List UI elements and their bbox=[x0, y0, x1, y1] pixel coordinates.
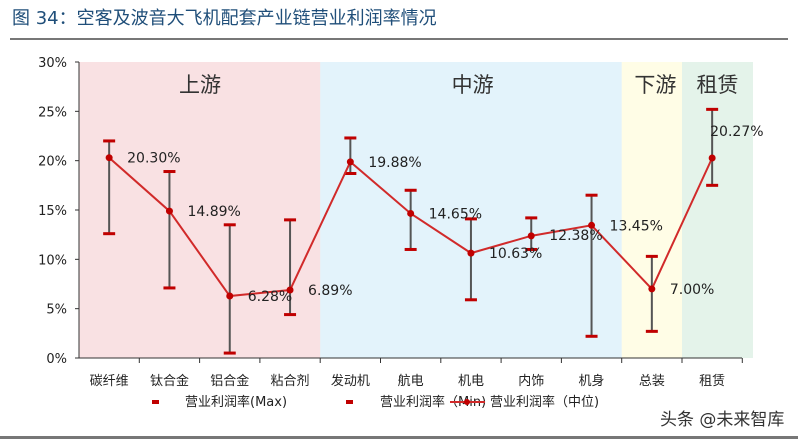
median-point bbox=[588, 221, 596, 229]
median-point bbox=[165, 207, 173, 215]
median-point bbox=[226, 292, 234, 300]
max-marker bbox=[404, 188, 417, 192]
region-background bbox=[682, 62, 753, 358]
max-marker bbox=[284, 218, 297, 222]
min-marker bbox=[163, 286, 176, 290]
y-tick-label: 25% bbox=[38, 105, 67, 120]
min-marker bbox=[284, 313, 297, 317]
legend-median-marker bbox=[464, 399, 470, 405]
data-label: 14.65% bbox=[429, 206, 482, 222]
x-tick-label: 总装 bbox=[639, 374, 665, 389]
min-marker bbox=[525, 247, 538, 251]
max-marker bbox=[163, 170, 176, 174]
legend-min-marker bbox=[346, 400, 353, 404]
min-marker bbox=[404, 247, 417, 251]
data-label: 6.89% bbox=[308, 283, 352, 299]
x-tick-label: 粘合剂 bbox=[271, 374, 310, 389]
min-marker bbox=[645, 329, 658, 333]
region-background bbox=[621, 62, 689, 358]
max-marker bbox=[344, 136, 357, 140]
median-point bbox=[105, 154, 113, 162]
max-marker bbox=[223, 223, 236, 227]
median-point bbox=[286, 286, 294, 294]
min-marker bbox=[464, 298, 477, 302]
median-point bbox=[467, 249, 475, 257]
region-background bbox=[320, 62, 625, 358]
median-point bbox=[407, 209, 415, 217]
region-label: 上游 bbox=[179, 73, 221, 97]
data-label: 13.45% bbox=[610, 218, 663, 234]
data-label: 12.38% bbox=[549, 228, 602, 244]
max-marker bbox=[103, 139, 116, 143]
bottom-divider bbox=[0, 436, 798, 439]
x-tick-label: 发动机 bbox=[331, 373, 370, 389]
median-point bbox=[527, 232, 535, 240]
data-label: 19.88% bbox=[368, 155, 421, 171]
median-point bbox=[346, 158, 354, 166]
min-marker bbox=[585, 334, 598, 338]
data-label: 14.89% bbox=[187, 204, 240, 220]
data-label: 7.00% bbox=[670, 282, 714, 298]
legend-max-label: 营业利润率(Max) bbox=[185, 394, 287, 410]
max-marker bbox=[525, 216, 538, 220]
min-marker bbox=[706, 183, 719, 187]
y-tick-label: 15% bbox=[38, 204, 67, 219]
min-marker bbox=[223, 351, 236, 355]
x-tick-label: 内饰 bbox=[518, 373, 544, 389]
x-tick-label: 铝合金 bbox=[210, 373, 249, 389]
y-tick-label: 5% bbox=[46, 303, 67, 318]
legend-max-marker bbox=[152, 400, 159, 404]
x-tick-label: 机电 bbox=[458, 374, 484, 389]
max-marker bbox=[645, 254, 658, 258]
max-marker bbox=[706, 107, 719, 111]
figure-title: 图 34：空客及波音大飞机配套产业链营业利润率情况 bbox=[12, 8, 437, 29]
max-marker bbox=[585, 193, 598, 197]
x-tick-label: 机身 bbox=[579, 373, 605, 389]
x-tick-label: 租赁 bbox=[699, 374, 725, 389]
min-marker bbox=[103, 232, 116, 236]
legend-min-label: 营业利润率（Min) bbox=[380, 394, 486, 410]
data-label: 6.28% bbox=[248, 289, 292, 305]
data-label: 20.27% bbox=[710, 124, 763, 140]
x-tick-label: 钛合金 bbox=[150, 373, 189, 389]
median-point bbox=[648, 285, 656, 293]
max-marker bbox=[464, 217, 477, 221]
region-background bbox=[79, 62, 321, 358]
region-label: 下游 bbox=[634, 73, 676, 97]
region-label: 中游 bbox=[452, 73, 494, 97]
data-label: 20.30% bbox=[127, 151, 180, 167]
legend-median-label: 营业利润率（中位) bbox=[490, 394, 599, 410]
y-tick-label: 0% bbox=[46, 352, 67, 367]
min-marker bbox=[344, 171, 357, 175]
y-tick-label: 30% bbox=[38, 56, 67, 71]
x-tick-label: 碳纤维 bbox=[90, 374, 129, 389]
watermark: 头条 @未来智库 bbox=[660, 410, 785, 430]
y-tick-label: 10% bbox=[38, 253, 67, 268]
title-divider bbox=[10, 38, 788, 40]
y-tick-label: 20% bbox=[38, 155, 67, 170]
median-point bbox=[708, 154, 716, 162]
data-label: 10.63% bbox=[489, 246, 542, 262]
region-label: 租赁 bbox=[697, 73, 739, 97]
x-tick-label: 航电 bbox=[398, 373, 424, 389]
